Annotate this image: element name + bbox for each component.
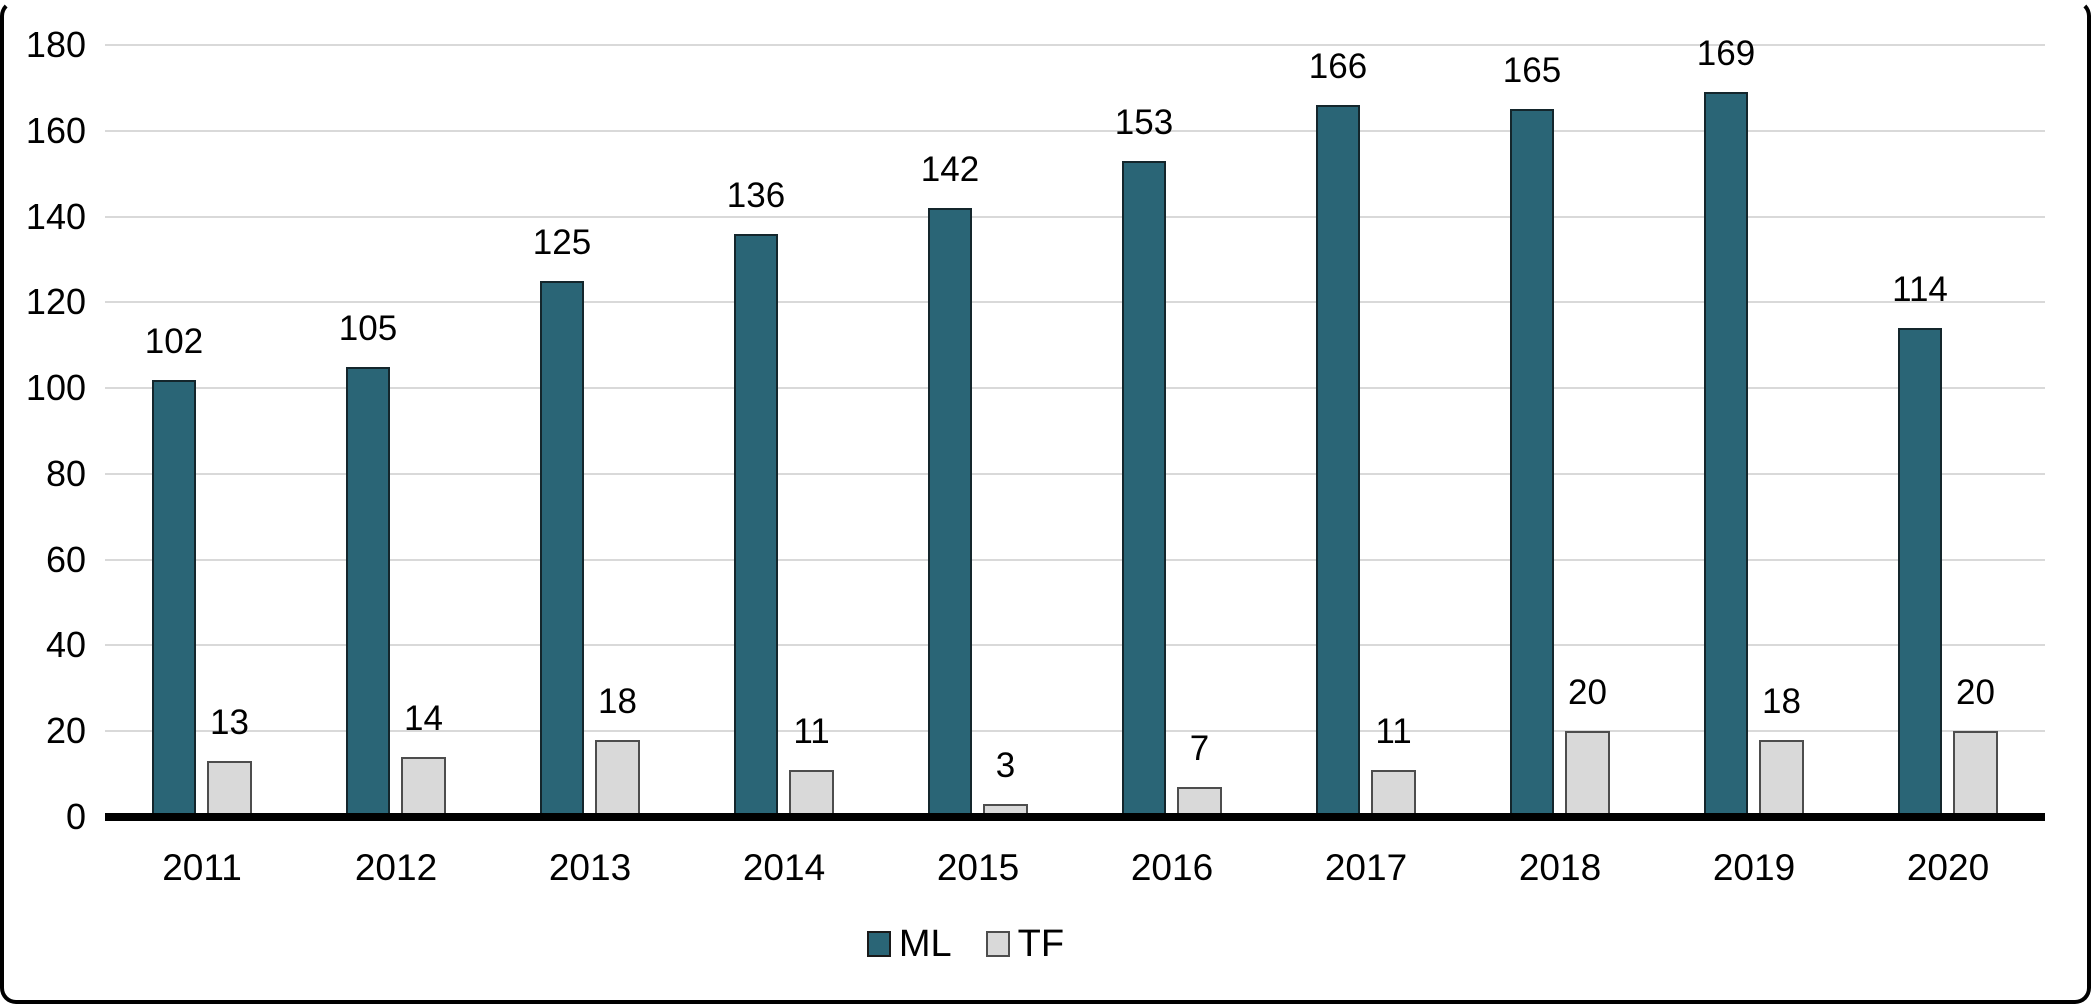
tf-legend-swatch: [985, 931, 1010, 957]
x-tick-label-2013: 2013: [548, 847, 632, 888]
gridline-40: [105, 644, 2045, 647]
ml-bar-2020: [1898, 328, 1942, 817]
ml-value-label-2015: 142: [920, 149, 980, 189]
tf-bar-2017: [1371, 769, 1416, 817]
ml-bar-2018: [1510, 109, 1554, 817]
x-axis-line: [105, 813, 2045, 821]
tf-value-label-2019: 18: [1762, 681, 1801, 721]
tf-legend-label: TF: [1017, 923, 1065, 965]
ml-bar-2016: [1122, 160, 1166, 817]
legend-item-tf: TF: [985, 923, 1065, 965]
x-tick-label-2018: 2018: [1518, 847, 1602, 888]
tf-value-label-2013: 18: [598, 681, 637, 721]
ml-legend-label: ML: [898, 923, 952, 965]
y-tick-label-160: 160: [25, 109, 86, 151]
tf-bar-2018: [1565, 731, 1610, 817]
tf-value-label-2012: 14: [404, 698, 443, 738]
ml-bar-2011: [152, 379, 196, 817]
gridline-120: [105, 301, 2045, 304]
ml-bar-2013: [540, 280, 584, 817]
gridline-80: [105, 472, 2045, 475]
tf-bar-2011: [207, 761, 252, 817]
legend: ML TF: [0, 925, 2011, 963]
x-tick-label-2016: 2016: [1130, 847, 1214, 888]
y-tick-label-0: 0: [65, 796, 86, 837]
tf-value-label-2018: 20: [1568, 673, 1607, 713]
ml-value-label-2020: 114: [1892, 270, 1948, 310]
plot-area: 102 13 105 14 125 18 136 11 142 3 153 7 166 11 165 20 16…: [105, 36, 2045, 817]
ml-bar-2012: [346, 366, 390, 817]
y-tick-label-20: 20: [45, 710, 86, 752]
gridline-100: [105, 387, 2045, 390]
ml-value-label-2018: 165: [1502, 51, 1562, 91]
ml-legend-swatch: [866, 931, 891, 957]
x-axis: 2011 2012 2013 2014 2015 2016 2017 2018 2019 2020: [105, 849, 2045, 893]
gridline-140: [105, 215, 2045, 218]
tf-bar-2020: [1953, 731, 1998, 817]
ml-value-label-2012: 105: [338, 308, 398, 348]
x-tick-label-2012: 2012: [354, 847, 438, 888]
y-tick-label-40: 40: [45, 624, 86, 666]
ml-bar-2015: [928, 207, 972, 817]
y-axis: 0 20 40 60 80 100 120 140 160 180: [0, 27, 86, 835]
x-tick-label-2011: 2011: [162, 847, 242, 888]
y-tick-label-100: 100: [25, 367, 86, 409]
tf-value-label-2016: 7: [1189, 728, 1210, 768]
x-tick-label-2020: 2020: [1906, 847, 1990, 888]
gridline-60: [105, 558, 2045, 561]
gridline-160: [105, 129, 2045, 132]
ml-value-label-2013: 125: [532, 222, 592, 262]
x-tick-label-2015: 2015: [936, 847, 1020, 888]
tf-bar-2019: [1759, 739, 1804, 817]
ml-value-label-2017: 166: [1308, 47, 1368, 87]
y-tick-label-60: 60: [45, 538, 86, 580]
y-tick-label-80: 80: [45, 452, 86, 494]
gridline-180: [105, 44, 2045, 46]
x-tick-label-2019: 2019: [1712, 847, 1796, 888]
legend-item-ml: ML: [866, 923, 952, 965]
ml-bar-2019: [1704, 92, 1748, 817]
y-tick-label-140: 140: [25, 195, 86, 237]
ml-value-label-2016: 153: [1114, 102, 1174, 142]
tf-bar-2013: [595, 739, 640, 817]
ml-bar-2014: [734, 233, 778, 817]
y-tick-label-180: 180: [25, 24, 86, 65]
tf-value-label-2015: 3: [995, 746, 1016, 786]
tf-value-label-2017: 11: [1375, 711, 1412, 751]
ml-value-label-2014: 136: [726, 175, 786, 215]
ml-value-label-2011: 102: [144, 321, 204, 361]
tf-bar-2012: [401, 756, 446, 817]
tf-bar-2016: [1177, 786, 1222, 817]
tf-value-label-2020: 20: [1956, 673, 1995, 713]
tf-value-label-2011: 13: [210, 703, 249, 743]
tf-bar-2014: [789, 769, 834, 817]
y-tick-label-120: 120: [25, 281, 86, 323]
x-tick-label-2017: 2017: [1324, 847, 1408, 888]
tf-value-label-2014: 11: [793, 711, 830, 751]
ml-value-label-2019: 169: [1696, 34, 1756, 74]
ml-bar-2017: [1316, 105, 1360, 817]
gridline-20: [105, 730, 2045, 733]
x-tick-label-2014: 2014: [742, 847, 826, 888]
